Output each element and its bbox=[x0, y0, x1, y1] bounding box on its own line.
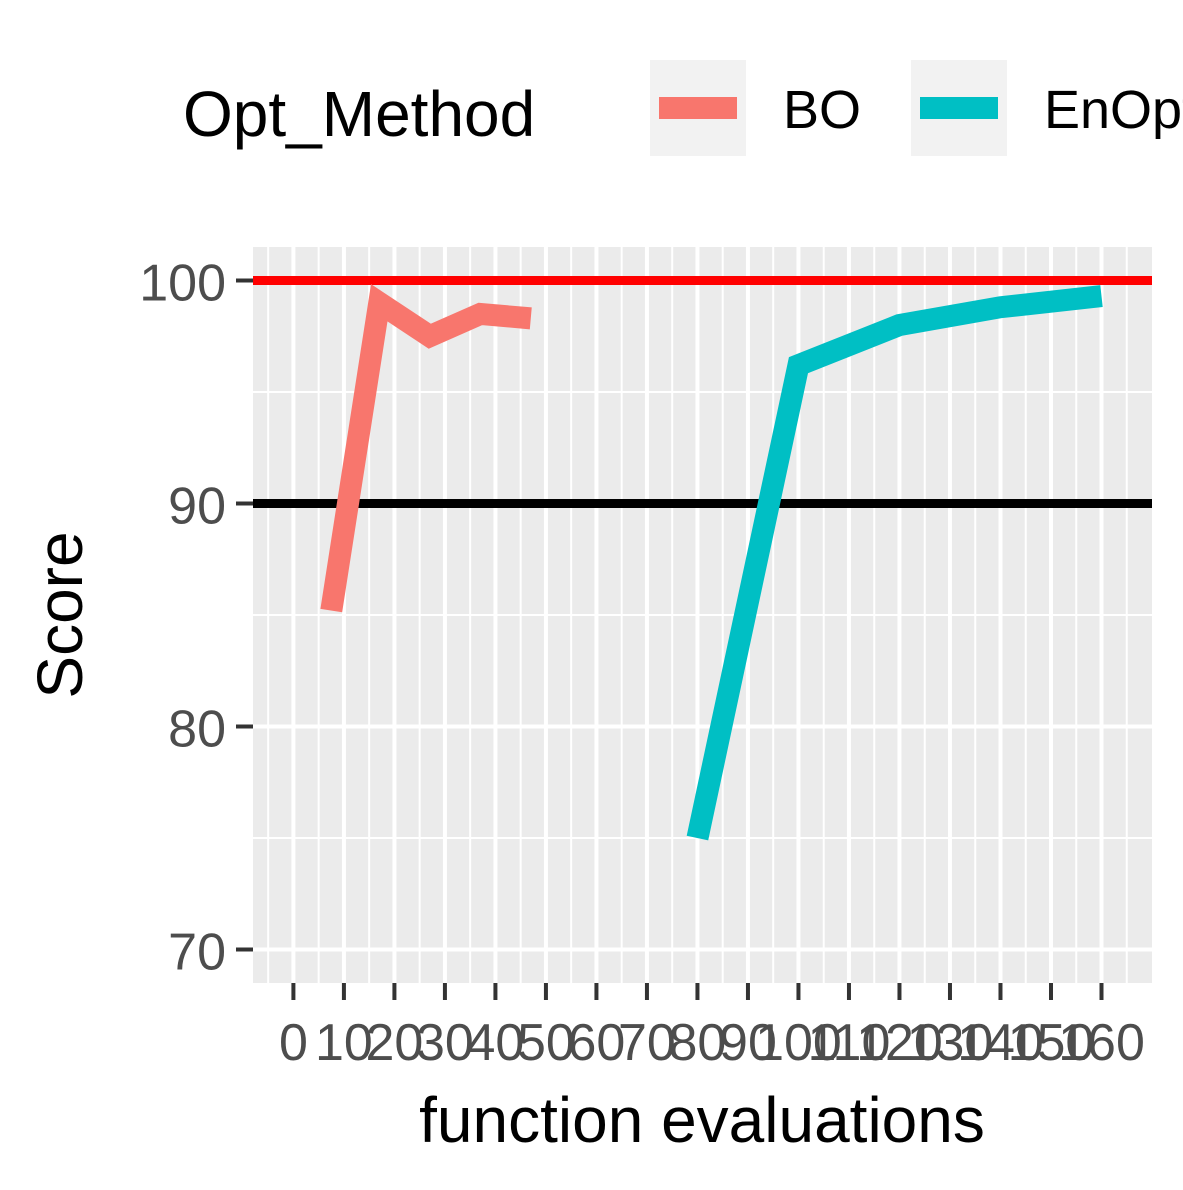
x-tick-label: 100 bbox=[755, 1014, 842, 1072]
x-tick-label: 90 bbox=[719, 1014, 777, 1072]
x-tick-label: 10 bbox=[315, 1014, 373, 1072]
x-tick-label: 70 bbox=[618, 1014, 676, 1072]
legend-title: Opt_Method bbox=[183, 78, 535, 150]
series-lines bbox=[253, 275, 1152, 841]
x-tick-label: 50 bbox=[517, 1014, 575, 1072]
x-tick-label: 0 bbox=[279, 1014, 308, 1072]
y-tick-label: 70 bbox=[168, 924, 226, 982]
x-axis-label: function evaluations bbox=[419, 1084, 985, 1156]
series-line-bo bbox=[320, 284, 532, 613]
x-tick-label: 60 bbox=[568, 1014, 626, 1072]
x-tick-label: 30 bbox=[416, 1014, 474, 1072]
y-tick-label: 100 bbox=[139, 254, 226, 312]
series-line-enopt bbox=[686, 285, 1103, 841]
legend-label-enopt: EnOpt bbox=[1044, 80, 1183, 140]
x-tick-label: 130 bbox=[907, 1014, 994, 1072]
legend-label-bo: BO bbox=[783, 80, 861, 140]
x-tick-label: 80 bbox=[669, 1014, 727, 1072]
plot-panel bbox=[253, 247, 1152, 983]
y-tick-label: 90 bbox=[168, 477, 226, 535]
x-tick-label: 110 bbox=[808, 1014, 891, 1072]
x-tick-label: 40 bbox=[467, 1014, 525, 1072]
x-tick-label: 120 bbox=[856, 1014, 943, 1072]
x-tick-label: 160 bbox=[1058, 1014, 1145, 1072]
y-axis-label: Score bbox=[24, 531, 96, 698]
x-tick-label: 150 bbox=[1008, 1014, 1095, 1072]
legend: Opt_Method BO EnOpt bbox=[183, 60, 1183, 156]
y-tick-label: 80 bbox=[168, 701, 226, 759]
x-tick-label: 20 bbox=[365, 1014, 423, 1072]
x-tick-label: 140 bbox=[957, 1014, 1044, 1072]
